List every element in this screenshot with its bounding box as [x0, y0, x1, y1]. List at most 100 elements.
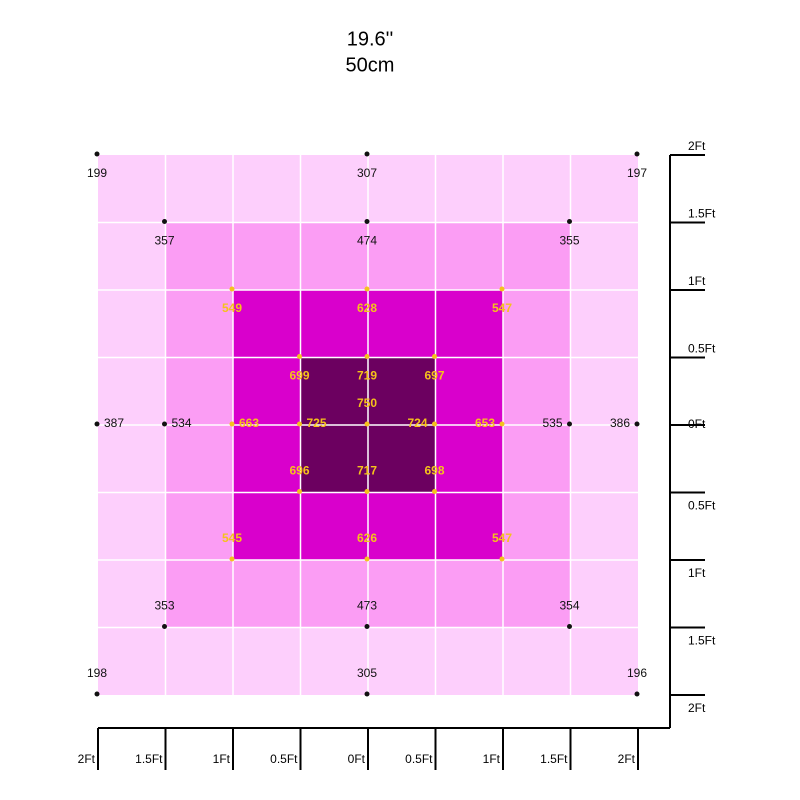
point-value: 387 [104, 416, 124, 430]
point-value: 725 [307, 416, 327, 430]
cell [300, 627, 368, 695]
cell [98, 290, 166, 358]
cell [300, 425, 368, 493]
cell [98, 155, 166, 223]
point [94, 691, 100, 697]
cell [368, 492, 436, 560]
point-value: 628 [357, 301, 377, 315]
point [162, 624, 167, 629]
point [499, 556, 505, 562]
cell [368, 627, 436, 695]
point [162, 219, 167, 224]
point [364, 556, 370, 562]
point-value: 717 [357, 464, 377, 478]
cell [503, 492, 571, 560]
cell [435, 290, 503, 358]
point-value: 307 [357, 166, 377, 180]
cell [570, 425, 638, 493]
point [364, 624, 370, 629]
y-tick-label: 0.5Ft [688, 342, 716, 356]
point [567, 219, 572, 224]
point [94, 421, 100, 427]
cell [570, 627, 638, 695]
header-cm: 50cm [346, 54, 395, 76]
axes: 2Ft 1.5Ft 1Ft 0.5Ft 0Ft 0.5Ft 1Ft 1.5Ft 2Ft 2Ft 1.… [78, 139, 716, 770]
point-value: 196 [627, 666, 647, 680]
point [297, 354, 302, 359]
point [297, 489, 302, 494]
point [94, 151, 100, 157]
points: 199 307 197 357 474 355 549 628 547 699 719 697 750 3… [87, 151, 647, 697]
cell [98, 425, 166, 493]
cell [368, 357, 436, 425]
cell [503, 357, 571, 425]
point-value: 724 [407, 416, 427, 430]
point-value: 547 [492, 301, 512, 315]
x-tick-label: 1.5Ft [540, 752, 568, 766]
cell [570, 155, 638, 223]
cell [165, 155, 233, 223]
cell [300, 222, 368, 290]
point-value: 534 [172, 416, 192, 430]
cell [233, 155, 301, 223]
point [499, 286, 505, 292]
cell [300, 492, 368, 560]
cell [570, 222, 638, 290]
cell [300, 357, 368, 425]
y-tick-label: 1.5Ft [688, 634, 716, 648]
cell [300, 560, 368, 628]
cell [503, 155, 571, 223]
point-value: 698 [424, 464, 444, 478]
point [364, 489, 370, 494]
cell [503, 222, 571, 290]
point-value: 198 [87, 666, 107, 680]
cell [98, 492, 166, 560]
cell [435, 357, 503, 425]
y-tick-label: 2Ft [688, 139, 706, 153]
cell [503, 627, 571, 695]
point [297, 421, 302, 427]
cell [368, 290, 436, 358]
point [364, 151, 370, 157]
point-value: 197 [627, 166, 647, 180]
y-tick-label: 1.5Ft [688, 207, 716, 221]
point-value: 535 [542, 416, 562, 430]
x-tick-label: 2Ft [618, 752, 636, 766]
cell [368, 222, 436, 290]
cell [503, 290, 571, 358]
cell [98, 560, 166, 628]
point [567, 421, 572, 427]
x-tick-label: 1.5Ft [135, 752, 163, 766]
cell [233, 627, 301, 695]
point [364, 286, 370, 292]
cell [165, 290, 233, 358]
point [364, 421, 370, 427]
cell [300, 290, 368, 358]
cell [98, 627, 166, 695]
heat-cells [98, 155, 638, 695]
header-inches: 19.6'' [347, 28, 394, 50]
cell [503, 425, 571, 493]
y-tick-label: 0.5Ft [688, 499, 716, 513]
cell [233, 560, 301, 628]
cell [570, 290, 638, 358]
cell [435, 492, 503, 560]
cell [435, 155, 503, 223]
cell [300, 155, 368, 223]
point [432, 489, 437, 494]
cell [368, 155, 436, 223]
point-value: 626 [357, 531, 377, 545]
point-value: 473 [357, 599, 377, 613]
point-value: 305 [357, 666, 377, 680]
point-value: 353 [154, 599, 174, 613]
cell [435, 222, 503, 290]
point [229, 286, 235, 292]
point [432, 421, 437, 427]
cell [435, 627, 503, 695]
point-value: 696 [289, 464, 309, 478]
point-value: 547 [492, 531, 512, 545]
x-tick-label: 0Ft [348, 752, 366, 766]
point [634, 421, 640, 427]
point-value: 699 [289, 369, 309, 383]
